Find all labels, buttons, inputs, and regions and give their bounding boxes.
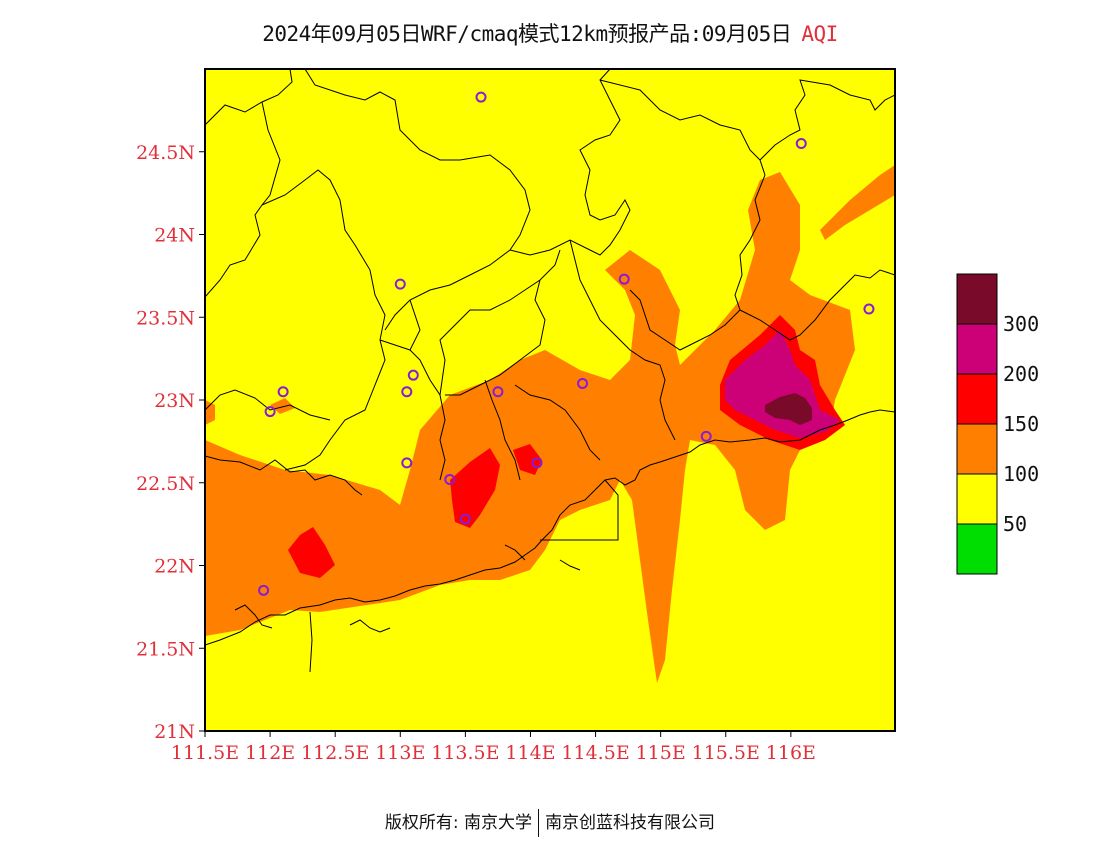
title-main: 2024年09月05日WRF/cmaq模式12km预报产品:09月05日 xyxy=(262,22,792,46)
footer-right: 南京创蓝科技有限公司 xyxy=(545,813,716,833)
legend-swatch xyxy=(956,373,998,425)
y-tick-label: 22N xyxy=(154,556,195,578)
boundary-lines xyxy=(205,69,895,673)
station-marker xyxy=(459,513,471,525)
station-marker xyxy=(492,386,504,398)
x-axis: 111.5E 112E 112.5E 113E 113.5E 114E 114.5E 115E… xyxy=(171,731,816,764)
y-tick-label: 24N xyxy=(154,225,195,247)
legend-swatch xyxy=(956,423,998,475)
y-tick-label: 23N xyxy=(154,390,195,412)
station-marker xyxy=(531,457,543,469)
y-tick-label: 22.5N xyxy=(136,473,195,495)
aqi-zone-orange-w2 xyxy=(270,398,295,414)
aqi-zone-maroon xyxy=(765,393,812,425)
aqi-zone-orange-w xyxy=(205,400,215,425)
station-marker xyxy=(700,430,712,442)
legend-swatch xyxy=(956,523,998,575)
legend-label: 100 xyxy=(1003,462,1039,486)
x-tick-label: 115.5E xyxy=(692,742,760,764)
x-tick-label: 116E xyxy=(766,742,816,764)
footer-left: 版权所有: 南京大学 xyxy=(384,813,533,833)
x-tick-label: 115E xyxy=(636,742,686,764)
y-tick-label: 21.5N xyxy=(136,638,195,660)
x-tick-label: 113E xyxy=(375,742,425,764)
station-marker xyxy=(264,406,276,418)
station-marker xyxy=(795,137,807,149)
station-marker xyxy=(618,273,630,285)
station-marker xyxy=(277,386,289,398)
legend-label: 300 xyxy=(1003,312,1039,336)
footer-separator xyxy=(538,809,540,837)
legend-swatch xyxy=(956,473,998,525)
station-marker xyxy=(475,91,487,103)
legend-colorbar: 300 200 150 100 50 xyxy=(956,273,1039,575)
y-tick-label: 21N xyxy=(154,721,195,743)
station-markers xyxy=(258,91,875,596)
aqi-zone-red-west xyxy=(288,527,335,578)
station-marker xyxy=(401,386,413,398)
aqi-zone-orange-ne xyxy=(820,165,895,240)
x-tick-label: 111.5E xyxy=(171,742,239,764)
x-tick-label: 114.5E xyxy=(561,742,629,764)
y-axis: 21N 21.5N 22N 22.5N 23N 23.5N 24N 24.5N xyxy=(136,142,205,743)
title-variable: AQI xyxy=(801,22,838,46)
station-marker xyxy=(444,473,456,485)
legend-swatch xyxy=(956,323,998,375)
x-tick-label: 112.5E xyxy=(301,742,369,764)
aqi-zone-orange-coast xyxy=(205,172,855,683)
x-tick-label: 114E xyxy=(505,742,555,764)
station-marker xyxy=(577,377,589,389)
x-tick-label: 113.5E xyxy=(431,742,499,764)
footer: 版权所有: 南京大学 南京创蓝科技有限公司 xyxy=(0,808,1100,837)
aqi-field xyxy=(205,69,895,731)
station-marker xyxy=(394,278,406,290)
station-marker xyxy=(863,303,875,315)
y-tick-label: 23.5N xyxy=(136,307,195,329)
legend-label: 150 xyxy=(1003,412,1039,436)
aqi-zone-red-pearl xyxy=(450,448,500,528)
station-marker xyxy=(407,369,419,381)
station-marker xyxy=(258,584,270,596)
x-tick-label: 112E xyxy=(245,742,295,764)
station-marker xyxy=(401,457,413,469)
legend-label: 200 xyxy=(1003,362,1039,386)
y-tick-label: 24.5N xyxy=(136,142,195,164)
legend-label: 50 xyxy=(1003,512,1027,536)
legend-swatch xyxy=(956,273,998,325)
map-title: 2024年09月05日WRF/cmaq模式12km预报产品:09月05日 AQI xyxy=(0,18,1100,48)
